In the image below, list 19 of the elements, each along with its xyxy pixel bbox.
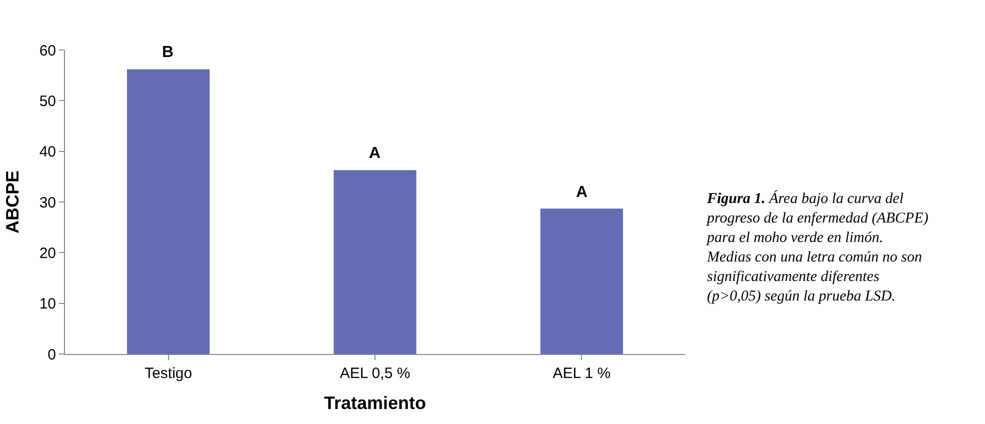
- annotation: A: [369, 145, 381, 162]
- annotation: B: [162, 44, 174, 61]
- y-tick-label: 60: [39, 42, 56, 60]
- y-tick-label: 20: [39, 244, 56, 262]
- bar: [540, 208, 623, 354]
- bar: [127, 69, 210, 354]
- y-tick-label: 30: [39, 194, 56, 212]
- y-tick-label: 40: [39, 144, 56, 161]
- y-tick-label: 0: [48, 346, 56, 364]
- x-tick-label: AEL 0,5 %: [340, 365, 410, 382]
- y-tick-label: 10: [39, 296, 56, 313]
- x-axis-title: Tratamiento: [324, 393, 426, 414]
- bar: [334, 170, 416, 354]
- y-tick-label: 50: [39, 92, 56, 110]
- x-tick-label: Testigo: [144, 365, 192, 382]
- text: Figura 1. Área bajo la curva del progreso de la enfermedad (ABCPE) para el moho verde en limón. Medias con una letra común no son significativamente diferentes (p>0,05) según la prueba LSD.: [706, 190, 928, 304]
- x-tick-label: AEL 1 %: [552, 365, 611, 382]
- y-axis-title: ABCPE: [2, 170, 23, 234]
- annotation: A: [576, 184, 588, 201]
